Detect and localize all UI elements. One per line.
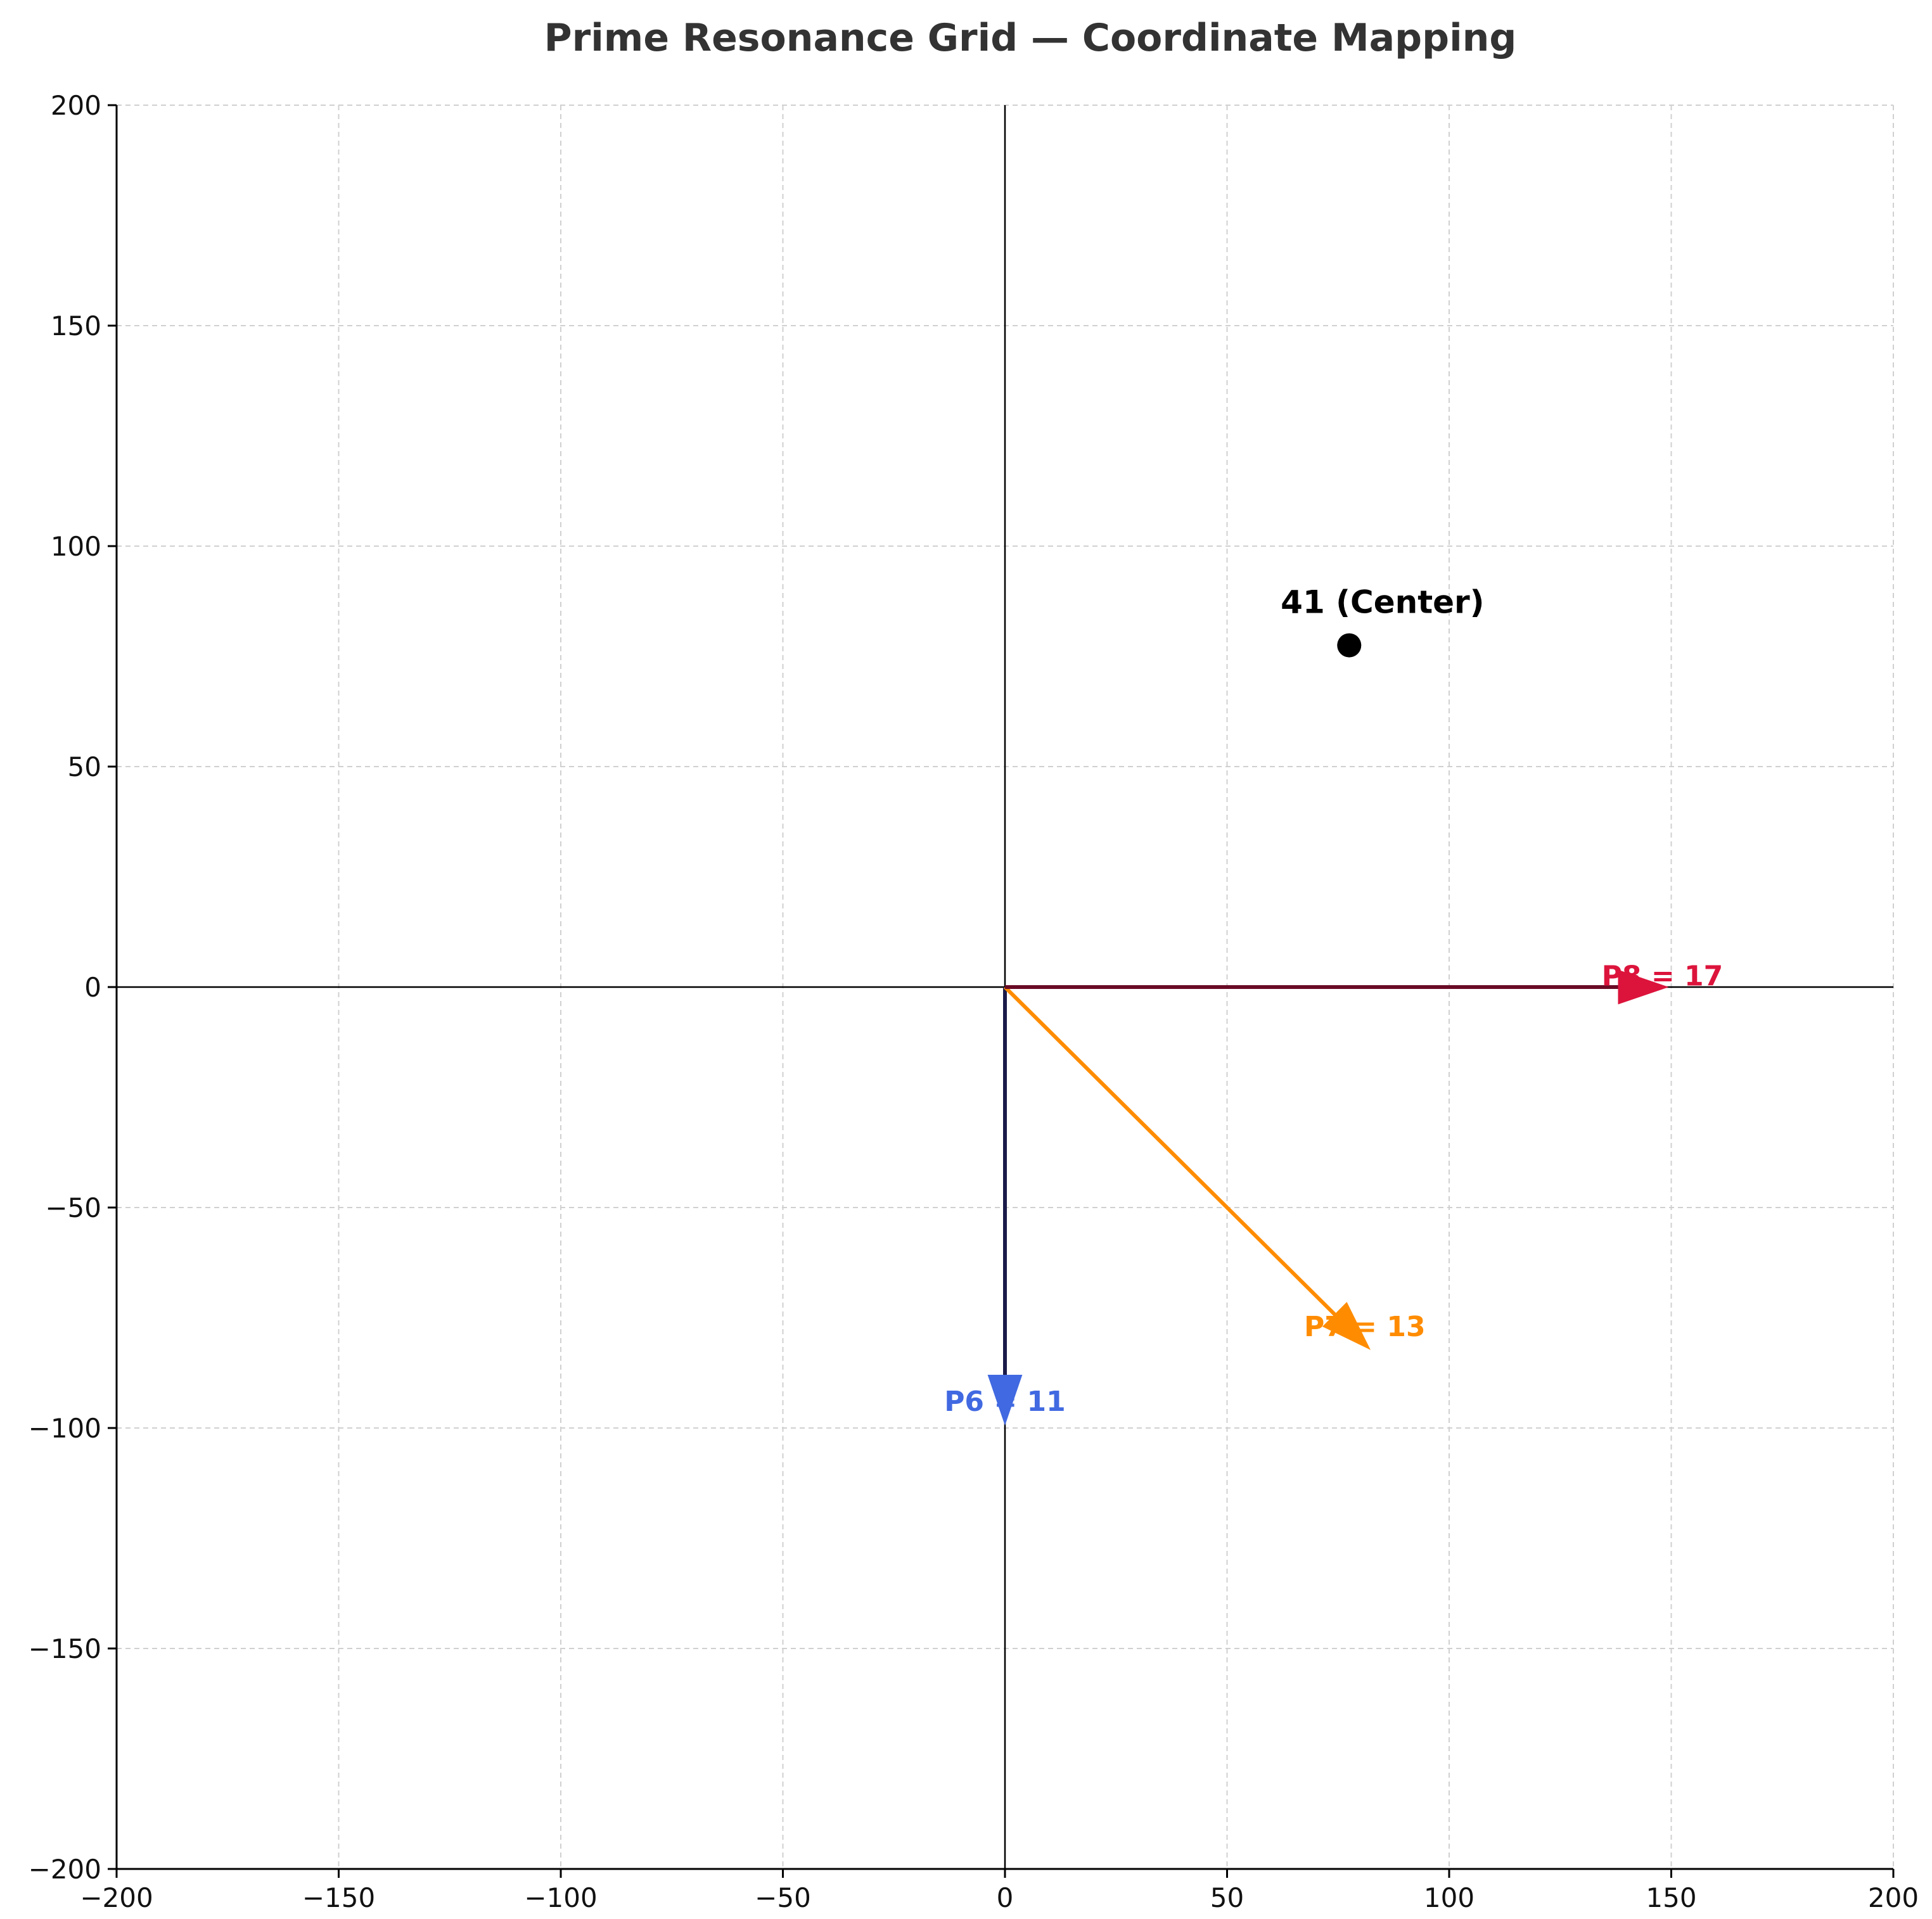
arrow-label-7: P7 = 13 <box>1304 1311 1426 1343</box>
y-tick-label: −200 <box>29 1854 101 1885</box>
y-tick-label: −150 <box>29 1633 101 1664</box>
arrow-head-8 <box>1618 969 1669 1005</box>
y-tick-label: 0 <box>84 972 101 1003</box>
chart-annotations: P6 = 11 P7 = 13 P8 = 17 41 (Center) <box>944 583 1723 1418</box>
y-tick-label: 50 <box>68 751 101 782</box>
center-point-marker <box>1337 633 1362 658</box>
x-tick-label: −150 <box>302 1882 375 1913</box>
x-tick-label: −200 <box>80 1882 153 1913</box>
x-tick-label: 100 <box>1424 1882 1475 1913</box>
arrow-label-8: P8 = 17 <box>1602 960 1724 993</box>
chart-title: Prime Resonance Grid — Coordinate Mappin… <box>544 16 1517 60</box>
arrow-head-6 <box>987 1375 1023 1426</box>
center-point-label: 41 (Center) <box>1281 583 1484 620</box>
y-tick-label: 200 <box>51 90 101 121</box>
x-tick-label: −50 <box>755 1882 811 1913</box>
axis-ticks: −200 −150 −100 −50 0 50 100 150 200 −200 −150 −100 −… <box>29 90 1919 1913</box>
x-tick-label: −100 <box>524 1882 597 1913</box>
arrow-head-7 <box>1322 1302 1371 1350</box>
y-tick-label: 100 <box>51 531 101 562</box>
arrow-shaft-7 <box>1003 985 1338 1318</box>
x-tick-label: 200 <box>1868 1882 1919 1913</box>
chart-marks <box>987 633 1669 1426</box>
x-tick-label: 50 <box>1210 1882 1244 1913</box>
arrow-label-6: P6 = 11 <box>944 1386 1066 1418</box>
y-tick-label: 150 <box>51 310 101 341</box>
y-tick-label: −100 <box>29 1413 101 1444</box>
x-tick-label: 0 <box>997 1882 1014 1913</box>
x-tick-label: 150 <box>1646 1882 1696 1913</box>
y-tick-label: −50 <box>45 1192 101 1223</box>
